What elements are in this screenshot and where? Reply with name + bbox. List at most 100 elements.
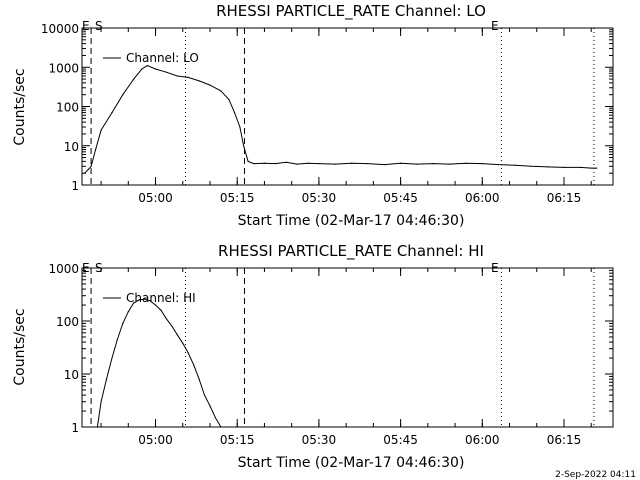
hi-data-point — [133, 302, 135, 304]
lo-data-point — [296, 163, 298, 165]
lo-y-axis-label: Counts/sec — [12, 68, 28, 145]
hi-data-point — [144, 298, 146, 300]
lo-data-point — [243, 145, 245, 147]
hi-data-point — [182, 342, 184, 344]
hi-annotation-e-left: E — [82, 261, 90, 275]
hi-data-point — [138, 299, 140, 301]
lo-y-tick-label: 100 — [56, 101, 79, 115]
hi-annotation-s: S — [95, 261, 103, 275]
hi-data-point — [209, 405, 211, 407]
lo-data-point — [90, 165, 92, 167]
lo-chart-title: RHESSI PARTICLE_RATE Channel: LO — [216, 2, 486, 21]
hi-x-axis: 05:00 05:15 05:30 05:45 06:00 06:15 — [100, 268, 592, 447]
hi-data-point — [160, 309, 162, 311]
lo-data-point — [416, 163, 418, 165]
lo-data-point — [400, 162, 402, 164]
lo-data-point — [274, 163, 276, 165]
lo-data-point — [563, 166, 565, 168]
hi-data-point — [214, 417, 216, 419]
lo-data-point — [367, 163, 369, 165]
lo-data-point — [220, 90, 222, 92]
lo-data-point — [209, 84, 211, 86]
lo-data-point — [579, 166, 581, 168]
hi-data-point — [149, 300, 151, 302]
lo-data-point — [351, 162, 353, 164]
hi-channel-panel: RHESSI PARTICLE_RATE Channel: HI 1101001… — [12, 242, 614, 471]
hi-y-tick-label: 1 — [71, 421, 79, 435]
lo-data-point — [498, 164, 500, 166]
lo-data-point — [307, 162, 309, 164]
hi-data-point — [96, 426, 98, 428]
lo-data-point — [547, 166, 549, 168]
lo-data-point — [239, 126, 241, 128]
lo-data-point — [590, 167, 592, 169]
hi-data-point — [203, 394, 206, 396]
lo-data-point — [228, 99, 230, 101]
lo-annotation-e-left: E — [82, 19, 90, 33]
lo-x-axis-label: Start Time (02-Mar-17 04:46:30) — [238, 213, 465, 229]
hi-y-tick-label: 10 — [64, 368, 79, 382]
lo-y-tick-label: 1000 — [48, 61, 79, 75]
hi-data-point — [193, 364, 195, 366]
hi-x-tick-label: 06:00 — [465, 433, 500, 447]
lo-data-point — [111, 112, 113, 114]
hi-chart-title: RHESSI PARTICLE_RATE Channel: HI — [218, 242, 484, 261]
lo-data-point — [187, 76, 189, 78]
hi-legend: Channel: HI — [103, 291, 196, 305]
lo-x-axis: 05:00 05:15 05:30 05:45 06:00 06:15 — [100, 28, 592, 205]
lo-y-tick-label: 10000 — [41, 22, 79, 36]
hi-y-tick-label: 100 — [56, 315, 79, 329]
lo-data-point — [198, 80, 200, 82]
hi-series-line — [96, 298, 222, 428]
lo-data-point — [253, 163, 255, 165]
lo-y-tick-label: 1 — [71, 179, 79, 193]
hi-y-tick-label: 1000 — [48, 262, 79, 276]
lo-y-axis: 1 10 100 1000 10000 — [41, 22, 613, 193]
hi-plot-frame — [81, 267, 614, 428]
lo-data-point — [84, 172, 86, 174]
lo-x-tick-label: 05:30 — [302, 191, 337, 205]
hi-y-axis-label: Counts/sec — [12, 308, 28, 385]
lo-data-point — [530, 165, 532, 167]
lo-data-point — [285, 161, 287, 163]
lo-annotation-e-right: E — [491, 19, 499, 33]
hi-x-tick-label: 05:00 — [138, 433, 173, 447]
lo-data-point — [318, 163, 320, 165]
footer-date-stamp: 2-Sep-2022 04:11 — [555, 470, 636, 480]
lo-data-point — [514, 164, 516, 166]
lo-annotation-s: S — [95, 19, 103, 33]
lo-legend: Channel: LO — [103, 51, 199, 65]
lo-channel-panel: RHESSI PARTICLE_RATE Channel: LO 1101001… — [12, 2, 614, 229]
lo-data-point — [465, 162, 467, 164]
hi-data-point — [220, 426, 222, 428]
lo-data-point — [263, 162, 265, 164]
lo-x-tick-label: 06:00 — [465, 191, 500, 205]
hi-x-tick-label: 05:30 — [302, 433, 337, 447]
lo-data-point — [334, 163, 336, 165]
hi-x-axis-label: Start Time (02-Mar-17 04:46:30) — [238, 455, 465, 471]
lo-series-line — [84, 65, 597, 174]
hi-data-point — [122, 322, 124, 324]
hi-data-point — [154, 304, 157, 306]
hi-data-point — [105, 378, 108, 380]
hi-data-point — [176, 334, 178, 336]
lo-data-point — [449, 163, 451, 165]
hi-data-point — [111, 357, 113, 359]
hi-series-group — [96, 298, 222, 428]
hi-data-point — [198, 378, 200, 380]
lo-data-point — [165, 71, 167, 73]
hi-x-tick-label: 05:45 — [383, 433, 418, 447]
lo-legend-label: Channel: LO — [126, 51, 199, 65]
hi-time-markers — [90, 268, 595, 427]
lo-data-point — [383, 164, 385, 166]
hi-y-axis: 1 10 100 1000 — [48, 262, 613, 435]
lo-data-point — [432, 163, 434, 165]
hi-data-point — [165, 318, 167, 320]
lo-x-tick-label: 06:15 — [547, 191, 582, 205]
lo-data-point — [233, 112, 236, 114]
lo-x-tick-label: 05:00 — [138, 191, 173, 205]
lo-time-markers — [90, 28, 595, 185]
hi-x-tick-label: 06:15 — [547, 433, 582, 447]
lo-data-point — [146, 65, 148, 67]
